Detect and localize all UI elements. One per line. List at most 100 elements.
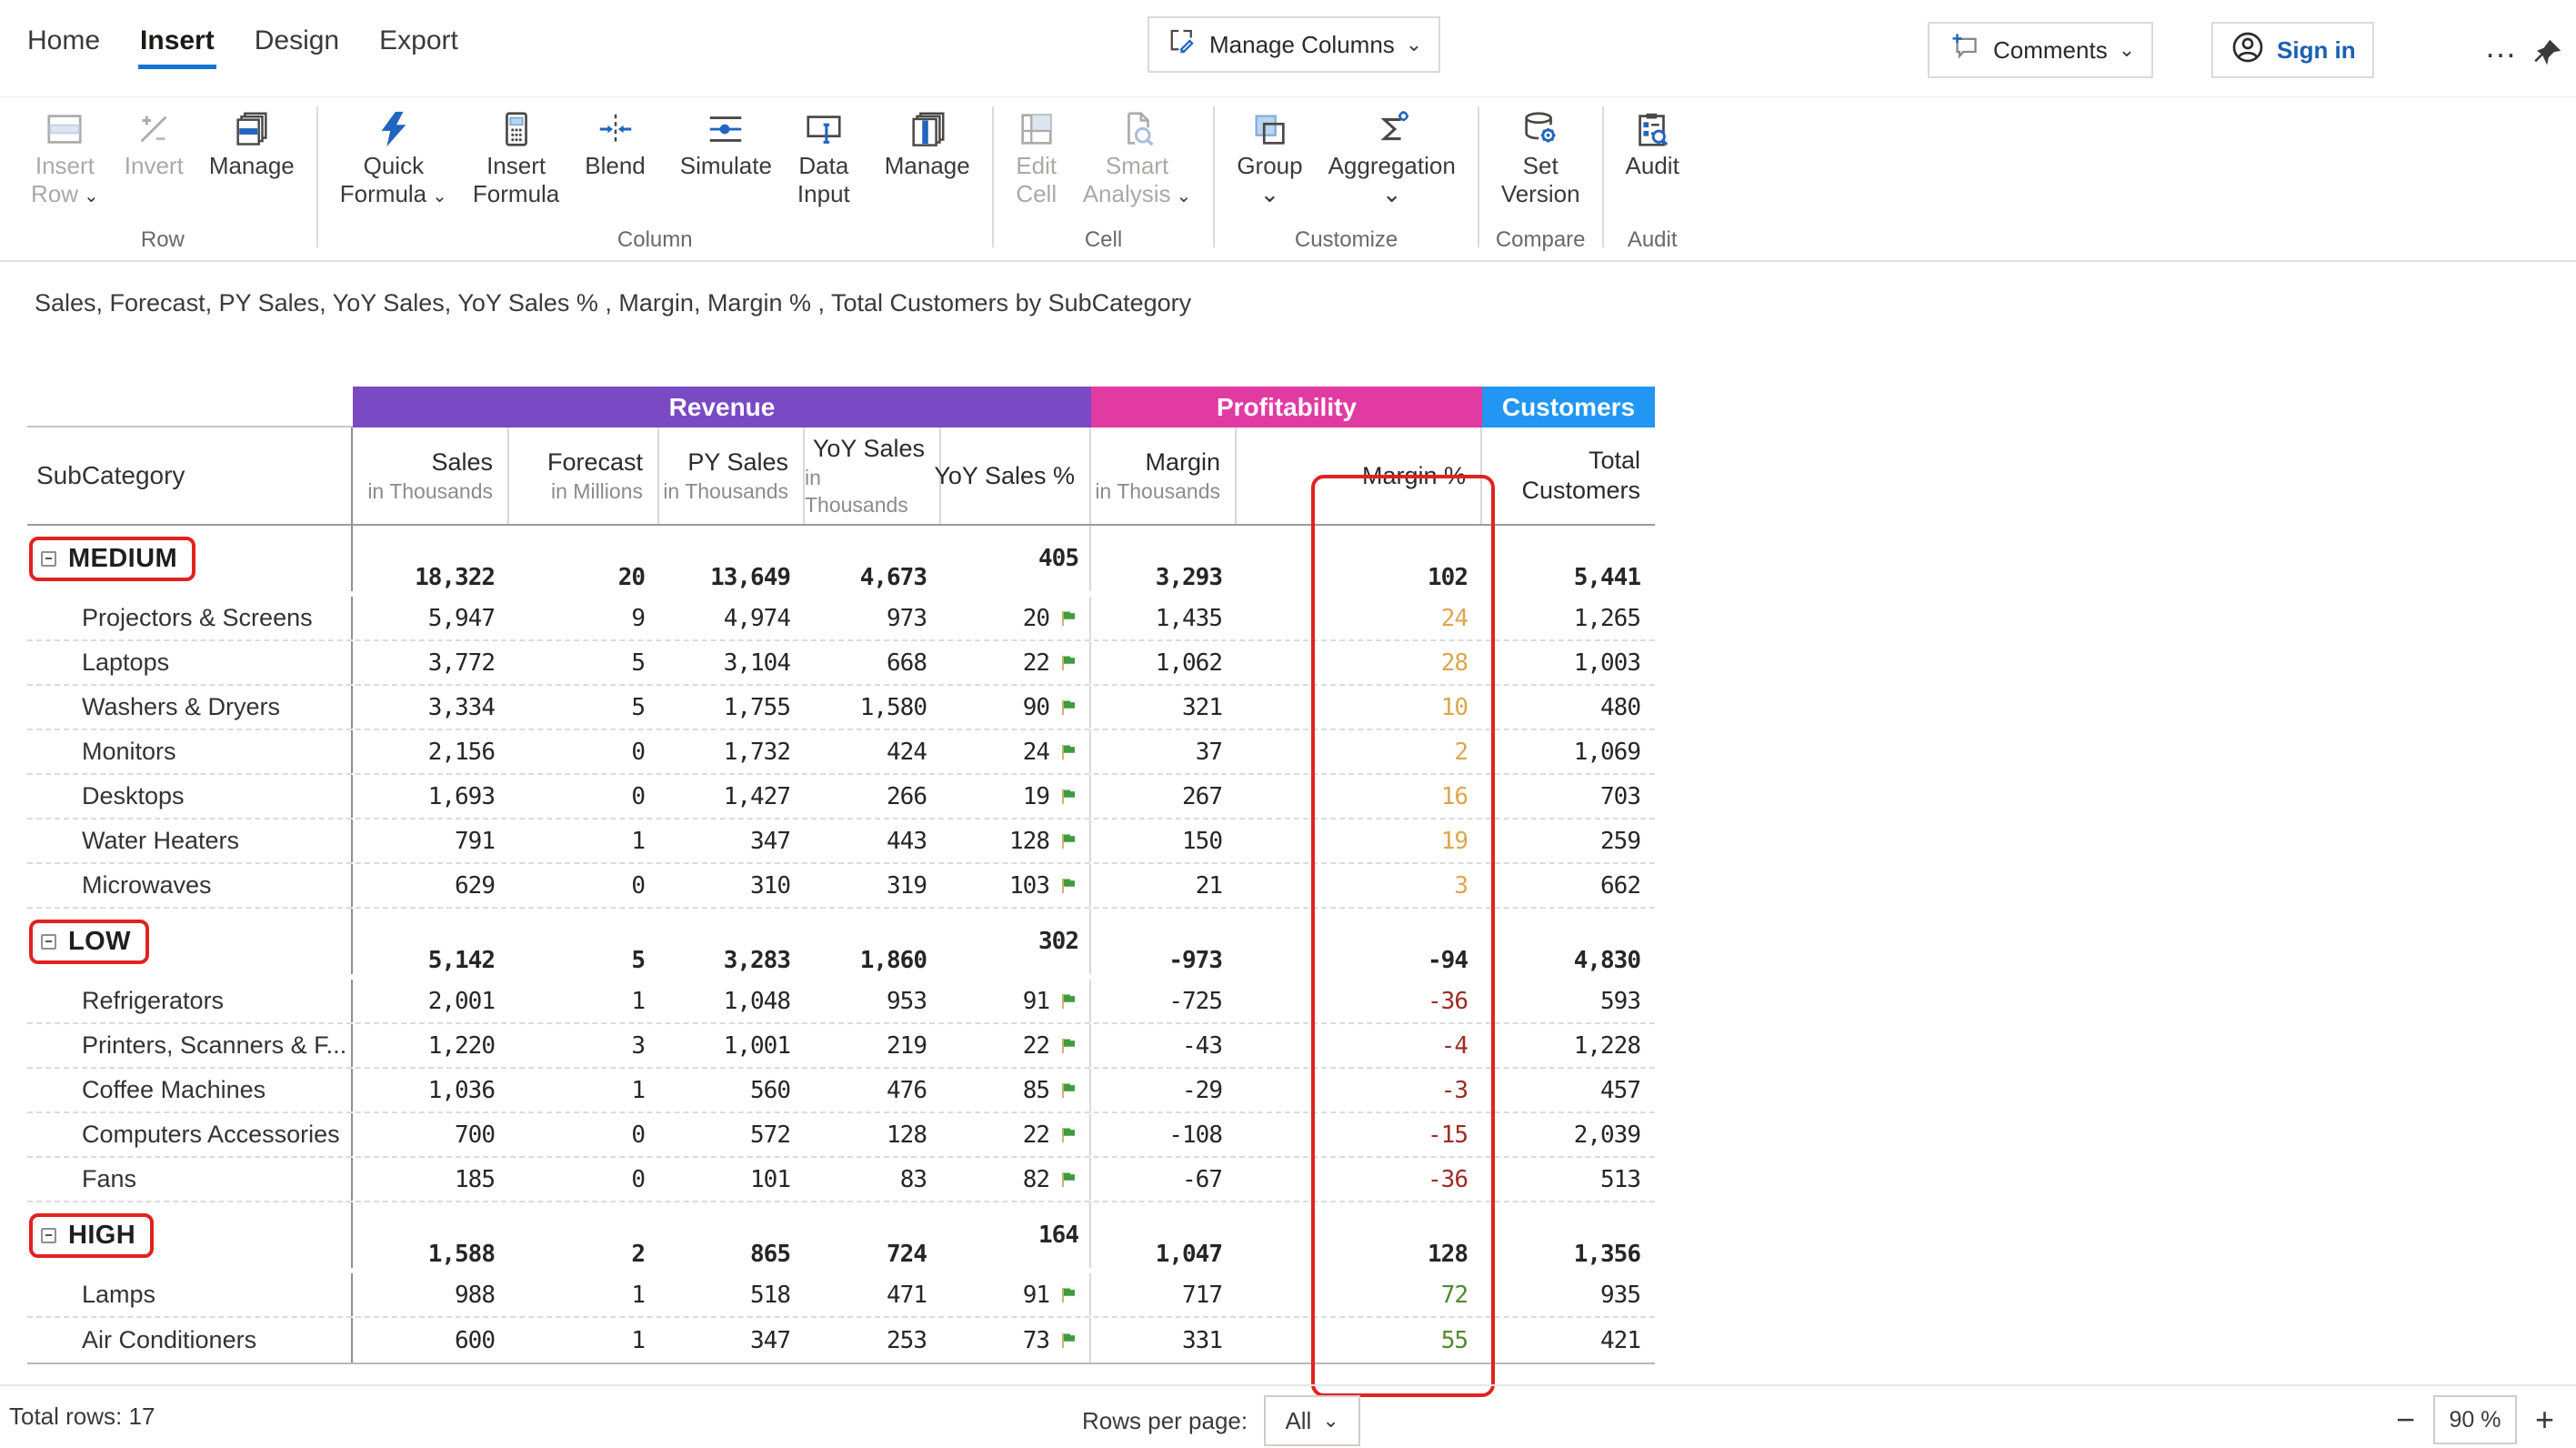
cell-air-conditioners-forecast[interactable]: 1 bbox=[509, 1327, 659, 1354]
cell-printers-scanners-f-margin-pct[interactable]: -4 bbox=[1317, 1032, 1482, 1060]
cell-washers-dryers-py-sales[interactable]: 1,755 bbox=[659, 694, 805, 721]
band-header-revenue[interactable]: Revenue bbox=[353, 387, 1091, 427]
band-header-profitability[interactable]: Profitability bbox=[1091, 387, 1482, 427]
cell-refrigerators-yoy-sales[interactable]: 953 bbox=[805, 988, 941, 1015]
cell-refrigerators-yoy-pct[interactable]: 91 bbox=[941, 980, 1091, 1022]
tab-insert[interactable]: Insert bbox=[138, 20, 216, 69]
column-header-py-sales[interactable]: PY Sales in Thousands bbox=[659, 427, 805, 524]
cell-microwaves-forecast[interactable]: 0 bbox=[509, 872, 659, 900]
cell-air-conditioners-yoy-sales[interactable]: 253 bbox=[805, 1327, 941, 1354]
cell-laptops-forecast[interactable]: 5 bbox=[509, 649, 659, 677]
cell-monitors-margin[interactable]: 37 bbox=[1091, 739, 1237, 766]
cell-lamps-sales[interactable]: 988 bbox=[353, 1282, 509, 1309]
cell-refrigerators-margin[interactable]: -725 bbox=[1091, 988, 1237, 1015]
cell-medium-yoy-pct[interactable]: 405 bbox=[941, 526, 1091, 591]
cell-printers-scanners-f-yoy-pct[interactable]: 22 bbox=[941, 1024, 1091, 1067]
cell-computers-accessories-customers[interactable]: 2,039 bbox=[1482, 1121, 1655, 1149]
table-row-high[interactable]: HIGH 1,588 2 865 724 164 1,047 128 1,356 bbox=[27, 1202, 1655, 1273]
cell-water-heaters-customers[interactable]: 259 bbox=[1482, 828, 1655, 855]
cell-high-yoy-pct[interactable]: 164 bbox=[941, 1202, 1091, 1268]
cell-water-heaters-yoy-sales[interactable]: 443 bbox=[805, 828, 941, 855]
cell-desktops-margin[interactable]: 267 bbox=[1091, 783, 1237, 810]
cell-monitors-customers[interactable]: 1,069 bbox=[1482, 739, 1655, 766]
column-header-total-customers[interactable]: Total Customers bbox=[1482, 427, 1655, 524]
cell-refrigerators-customers[interactable]: 593 bbox=[1482, 988, 1655, 1015]
ribbon-button-insert-formula[interactable]: Insert Formula bbox=[460, 105, 572, 210]
cell-lamps-yoy-sales[interactable]: 471 bbox=[805, 1282, 941, 1309]
tab-export[interactable]: Export bbox=[379, 25, 458, 55]
cell-laptops-customers[interactable]: 1,003 bbox=[1482, 649, 1655, 677]
cell-monitors-py-sales[interactable]: 1,732 bbox=[659, 739, 805, 766]
cell-medium-py-sales[interactable]: 13,649 bbox=[659, 564, 805, 591]
cell-lamps-margin-pct[interactable]: 72 bbox=[1317, 1282, 1482, 1309]
table-row-desktops[interactable]: Desktops 1,693 0 1,427 266 19 267 16 703 bbox=[27, 775, 1655, 820]
cell-monitors-yoy-sales[interactable]: 424 bbox=[805, 739, 941, 766]
cell-air-conditioners-sales[interactable]: 600 bbox=[353, 1327, 509, 1354]
cell-printers-scanners-f-customers[interactable]: 1,228 bbox=[1482, 1032, 1655, 1060]
cell-desktops-sales[interactable]: 1,693 bbox=[353, 783, 509, 810]
table-row-medium[interactable]: MEDIUM 18,322 20 13,649 4,673 405 3,293 102 5,44… bbox=[27, 526, 1655, 597]
cell-coffee-machines-sales[interactable]: 1,036 bbox=[353, 1077, 509, 1104]
rows-per-page-select[interactable]: All ⌄ bbox=[1264, 1395, 1361, 1446]
cell-medium-customers[interactable]: 5,441 bbox=[1482, 564, 1655, 591]
cell-washers-dryers-margin[interactable]: 321 bbox=[1091, 694, 1237, 721]
cell-microwaves-yoy-pct[interactable]: 103 bbox=[941, 864, 1091, 907]
ribbon-button-simulate[interactable]: Simulate bbox=[667, 105, 785, 182]
cell-fans-yoy-sales[interactable]: 83 bbox=[805, 1166, 941, 1193]
cell-low-margin[interactable]: -973 bbox=[1091, 947, 1237, 974]
cell-coffee-machines-margin-pct[interactable]: -3 bbox=[1317, 1077, 1482, 1104]
ribbon-button-blend[interactable]: Blend bbox=[572, 105, 658, 182]
table-row-microwaves[interactable]: Microwaves 629 0 310 319 103 21 3 662 bbox=[27, 864, 1655, 909]
cell-coffee-machines-customers[interactable]: 457 bbox=[1482, 1077, 1655, 1104]
cell-low-py-sales[interactable]: 3,283 bbox=[659, 947, 805, 974]
cell-monitors-margin-pct[interactable]: 2 bbox=[1317, 739, 1482, 766]
table-row-washers-dryers[interactable]: Washers & Dryers 3,334 5 1,755 1,580 90 321 10 4… bbox=[27, 686, 1655, 730]
cell-lamps-customers[interactable]: 935 bbox=[1482, 1282, 1655, 1309]
cell-medium-sales[interactable]: 18,322 bbox=[353, 564, 509, 591]
cell-desktops-forecast[interactable]: 0 bbox=[509, 783, 659, 810]
comments-button[interactable]: Comments ⌄ bbox=[1928, 22, 2154, 78]
cell-medium-forecast[interactable]: 20 bbox=[509, 564, 659, 591]
table-row-refrigerators[interactable]: Refrigerators 2,001 1 1,048 953 91 -725 -36 593 bbox=[27, 980, 1655, 1024]
cell-coffee-machines-yoy-pct[interactable]: 85 bbox=[941, 1069, 1091, 1111]
cell-high-sales[interactable]: 1,588 bbox=[353, 1241, 509, 1268]
cell-laptops-yoy-sales[interactable]: 668 bbox=[805, 649, 941, 677]
zoom-in-button[interactable]: + bbox=[2534, 1401, 2554, 1438]
sign-in-button[interactable]: Sign in bbox=[2211, 22, 2374, 78]
column-header-margin[interactable]: Margin % bbox=[1317, 427, 1482, 524]
tab-home[interactable]: Home bbox=[27, 25, 101, 55]
zoom-out-button[interactable]: − bbox=[2395, 1401, 2415, 1438]
cell-projectors-screens-margin-pct[interactable]: 24 bbox=[1317, 605, 1482, 632]
subcategory-header[interactable]: SubCategory bbox=[36, 461, 185, 489]
cell-refrigerators-forecast[interactable]: 1 bbox=[509, 988, 659, 1015]
cell-coffee-machines-margin[interactable]: -29 bbox=[1091, 1077, 1237, 1104]
cell-water-heaters-sales[interactable]: 791 bbox=[353, 828, 509, 855]
cell-microwaves-yoy-sales[interactable]: 319 bbox=[805, 872, 941, 900]
cell-desktops-customers[interactable]: 703 bbox=[1482, 783, 1655, 810]
cell-computers-accessories-margin[interactable]: -108 bbox=[1091, 1121, 1237, 1149]
cell-projectors-screens-forecast[interactable]: 9 bbox=[509, 605, 659, 632]
cell-air-conditioners-margin-pct[interactable]: 55 bbox=[1317, 1327, 1482, 1354]
cell-projectors-screens-sales[interactable]: 5,947 bbox=[353, 605, 509, 632]
cell-medium-margin[interactable]: 3,293 bbox=[1091, 564, 1237, 591]
cell-washers-dryers-sales[interactable]: 3,334 bbox=[353, 694, 509, 721]
manage-columns-button[interactable]: Manage Columns ⌄ bbox=[1148, 16, 1441, 73]
cell-lamps-py-sales[interactable]: 518 bbox=[659, 1282, 805, 1309]
zoom-level-field[interactable]: 90 % bbox=[2432, 1395, 2517, 1444]
cell-high-py-sales[interactable]: 865 bbox=[659, 1241, 805, 1268]
cell-printers-scanners-f-forecast[interactable]: 3 bbox=[509, 1032, 659, 1060]
cell-refrigerators-margin-pct[interactable]: -36 bbox=[1317, 988, 1482, 1015]
cell-washers-dryers-yoy-sales[interactable]: 1,580 bbox=[805, 694, 941, 721]
cell-low-yoy-pct[interactable]: 302 bbox=[941, 909, 1091, 974]
cell-coffee-machines-yoy-sales[interactable]: 476 bbox=[805, 1077, 941, 1104]
cell-desktops-margin-pct[interactable]: 16 bbox=[1317, 783, 1482, 810]
tab-design[interactable]: Design bbox=[254, 25, 340, 55]
column-header-forecast[interactable]: Forecast in Millions bbox=[509, 427, 659, 524]
cell-computers-accessories-margin-pct[interactable]: -15 bbox=[1317, 1121, 1482, 1149]
cell-lamps-yoy-pct[interactable]: 91 bbox=[941, 1273, 1091, 1316]
table-row-coffee-machines[interactable]: Coffee Machines 1,036 1 560 476 85 -29 -3 457 bbox=[27, 1069, 1655, 1113]
cell-laptops-py-sales[interactable]: 3,104 bbox=[659, 649, 805, 677]
collapse-toggle-icon[interactable] bbox=[41, 933, 56, 950]
cell-printers-scanners-f-margin[interactable]: -43 bbox=[1091, 1032, 1237, 1060]
ribbon-button-data-input[interactable]: Data Input bbox=[785, 105, 863, 210]
